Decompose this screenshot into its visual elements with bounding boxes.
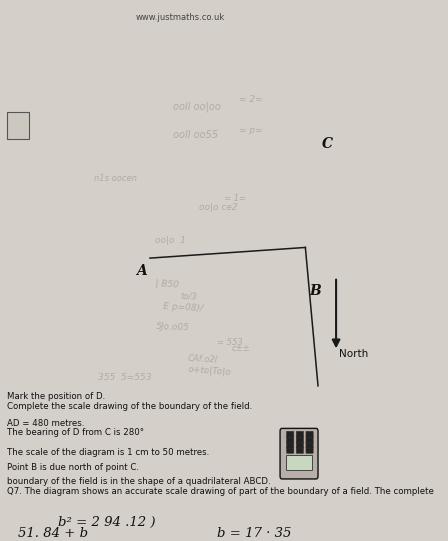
FancyBboxPatch shape — [287, 447, 294, 453]
FancyBboxPatch shape — [296, 441, 303, 448]
Text: ooll oo55: ooll oo55 — [173, 130, 219, 140]
Text: CAf.o2l: CAf.o2l — [188, 354, 218, 365]
FancyBboxPatch shape — [306, 447, 313, 453]
Text: 355  5=553: 355 5=553 — [98, 373, 151, 382]
Text: oo|o ce2: oo|o ce2 — [199, 203, 237, 212]
FancyBboxPatch shape — [296, 431, 303, 438]
FancyBboxPatch shape — [287, 437, 294, 443]
FancyBboxPatch shape — [306, 437, 313, 443]
Text: AD = 480 metres.: AD = 480 metres. — [7, 419, 85, 428]
Text: The bearing of D from C is 280°: The bearing of D from C is 280° — [7, 428, 144, 437]
Text: A: A — [136, 265, 147, 279]
FancyBboxPatch shape — [7, 113, 29, 139]
Text: = 2=: = 2= — [238, 95, 262, 104]
FancyBboxPatch shape — [296, 437, 303, 443]
Text: Q7. The diagram shows an accurate scale drawing of part of the boundary of a fie: Q7. The diagram shows an accurate scale … — [7, 487, 434, 496]
Text: B: B — [309, 284, 321, 298]
Text: = p=: = p= — [238, 126, 262, 135]
Text: E p=08)/: E p=08)/ — [163, 302, 203, 313]
Text: 51. 84 + b: 51. 84 + b — [18, 527, 88, 540]
FancyBboxPatch shape — [306, 431, 313, 438]
Text: Complete the scale drawing of the boundary of the field.: Complete the scale drawing of the bounda… — [7, 402, 253, 411]
FancyBboxPatch shape — [287, 441, 294, 448]
FancyBboxPatch shape — [296, 447, 303, 453]
Text: 5Jo.o05: 5Jo.o05 — [155, 322, 190, 332]
FancyBboxPatch shape — [287, 431, 294, 438]
Text: Point B is due north of point C.: Point B is due north of point C. — [7, 463, 139, 472]
Text: = 1=: = 1= — [224, 194, 246, 203]
Text: North: North — [339, 349, 368, 359]
Text: boundary of the field is in the shape of a quadrilateral ABCD.: boundary of the field is in the shape of… — [7, 477, 271, 486]
Text: b = 17 · 35: b = 17 · 35 — [217, 527, 291, 540]
Text: c±±: c±± — [231, 344, 250, 353]
FancyBboxPatch shape — [286, 455, 312, 471]
Text: ooll oo|oo: ooll oo|oo — [173, 101, 221, 111]
FancyBboxPatch shape — [306, 441, 313, 448]
FancyBboxPatch shape — [280, 428, 318, 479]
Text: www.justmaths.co.uk: www.justmaths.co.uk — [136, 14, 225, 22]
Text: The scale of the diagram is 1 cm to 50 metres.: The scale of the diagram is 1 cm to 50 m… — [7, 448, 210, 457]
Text: to/3: to/3 — [181, 292, 198, 301]
Text: b² = 2 94 .12 ): b² = 2 94 .12 ) — [58, 516, 155, 529]
Text: o+to|To|o: o+to|To|o — [188, 365, 232, 377]
Text: Mark the position of D.: Mark the position of D. — [7, 392, 105, 401]
Text: = 553: = 553 — [217, 338, 242, 347]
Text: oo|o  1: oo|o 1 — [155, 236, 186, 245]
Text: n1s oocen: n1s oocen — [94, 174, 137, 183]
Text: | B50: | B50 — [155, 279, 180, 289]
Text: C: C — [322, 137, 332, 151]
